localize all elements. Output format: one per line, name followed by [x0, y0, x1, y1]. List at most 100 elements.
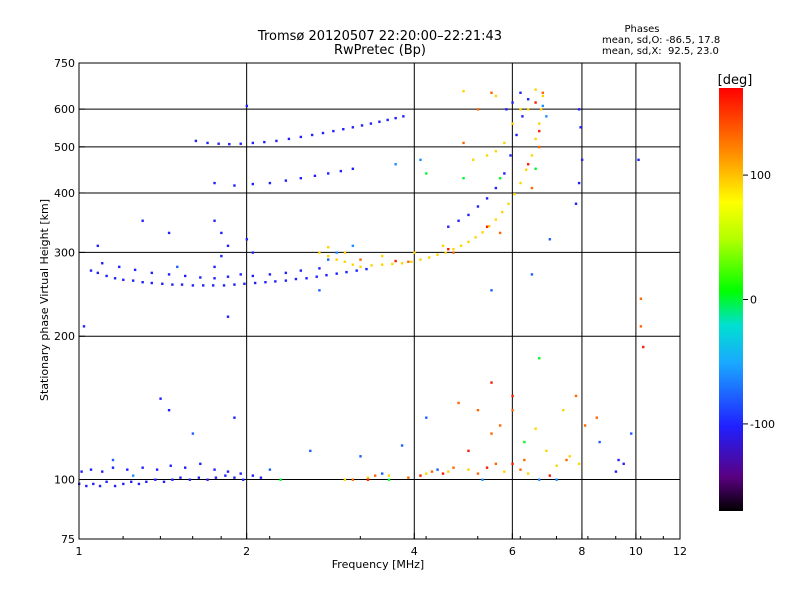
- data-point: [145, 480, 148, 484]
- data-point: [565, 458, 568, 462]
- data-point: [199, 462, 202, 466]
- data-point: [622, 462, 625, 466]
- data-point: [268, 181, 272, 185]
- data-point: [630, 432, 633, 435]
- data-point: [548, 238, 552, 241]
- data-point: [118, 265, 121, 269]
- data-point: [467, 468, 470, 471]
- data-point: [490, 91, 493, 94]
- data-point: [131, 279, 135, 282]
- data-point: [253, 281, 257, 285]
- data-point: [343, 478, 347, 481]
- data-point: [96, 271, 100, 275]
- data-point: [332, 129, 335, 133]
- data-point: [509, 154, 512, 157]
- data-point: [167, 408, 171, 412]
- data-point: [378, 120, 381, 123]
- data-point: [534, 427, 537, 430]
- data-point: [425, 472, 428, 475]
- data-point: [430, 470, 434, 473]
- data-point: [617, 458, 620, 462]
- x-tick-label: 12: [673, 545, 687, 558]
- data-point: [345, 270, 348, 274]
- data-point: [251, 141, 255, 145]
- data-point: [188, 478, 192, 481]
- data-point: [538, 145, 541, 149]
- data-point: [476, 108, 480, 111]
- data-point: [511, 101, 514, 104]
- data-point: [545, 449, 548, 453]
- data-point: [251, 474, 255, 477]
- data-point: [150, 271, 153, 275]
- data-point: [313, 174, 317, 178]
- data-point: [400, 262, 404, 265]
- data-point: [130, 480, 133, 484]
- data-point: [577, 181, 581, 185]
- data-point: [494, 149, 498, 153]
- data-point: [137, 482, 141, 486]
- data-point: [394, 259, 397, 263]
- data-point: [365, 267, 368, 271]
- data-point: [521, 115, 524, 118]
- phases-x-stats: mean, sd,X: 92.5, 23.0: [602, 46, 719, 57]
- data-point: [233, 184, 236, 187]
- data-point: [595, 416, 598, 419]
- data-point: [214, 476, 218, 479]
- data-point: [505, 108, 508, 111]
- data-point: [113, 277, 117, 280]
- data-point: [490, 432, 493, 435]
- data-point: [327, 254, 330, 258]
- data-point: [579, 126, 582, 129]
- data-point: [213, 181, 216, 185]
- y-tick-label: 750: [54, 57, 75, 70]
- data-point: [534, 88, 537, 91]
- data-point: [299, 176, 303, 180]
- data-point: [321, 131, 325, 135]
- y-tick-label: 100: [54, 474, 75, 487]
- data-point: [526, 472, 530, 475]
- data-point: [639, 297, 643, 300]
- data-point: [305, 277, 308, 280]
- data-point: [436, 468, 439, 471]
- data-point: [425, 172, 428, 175]
- data-point: [101, 262, 104, 265]
- data-point: [105, 274, 108, 278]
- data-point: [513, 192, 516, 196]
- data-point: [92, 482, 95, 486]
- data-point: [541, 94, 545, 98]
- y-axis-label: Stationary phase Virtual Height [km]: [38, 199, 51, 401]
- data-point: [222, 284, 226, 287]
- data-point: [583, 424, 587, 427]
- data-point: [452, 251, 455, 254]
- data-point: [447, 248, 450, 251]
- colorbar-ticks: 100 0 -100: [743, 169, 775, 431]
- data-point: [133, 268, 137, 272]
- data-point: [485, 197, 489, 200]
- data-point: [241, 478, 245, 481]
- data-point: [642, 345, 645, 349]
- plot-frame: [78, 62, 681, 540]
- data-point: [176, 265, 179, 269]
- data-point: [233, 416, 236, 419]
- data-point: [462, 176, 465, 180]
- data-point: [534, 101, 537, 104]
- data-point: [519, 91, 522, 94]
- colorbar: [719, 88, 743, 511]
- data-point: [490, 381, 493, 384]
- y-tick-label: 400: [54, 187, 75, 200]
- data-point: [335, 272, 338, 275]
- data-point: [213, 219, 216, 222]
- data-point: [614, 470, 618, 473]
- data-point: [467, 240, 470, 244]
- data-point: [459, 244, 463, 248]
- data-point: [268, 468, 272, 471]
- data-point: [427, 256, 431, 259]
- y-tick-label: 200: [54, 330, 75, 343]
- data-point: [111, 466, 115, 469]
- data-point: [213, 277, 216, 280]
- data-point: [436, 253, 439, 256]
- data-point: [284, 179, 288, 182]
- data-point: [481, 231, 484, 234]
- data-point: [327, 245, 330, 249]
